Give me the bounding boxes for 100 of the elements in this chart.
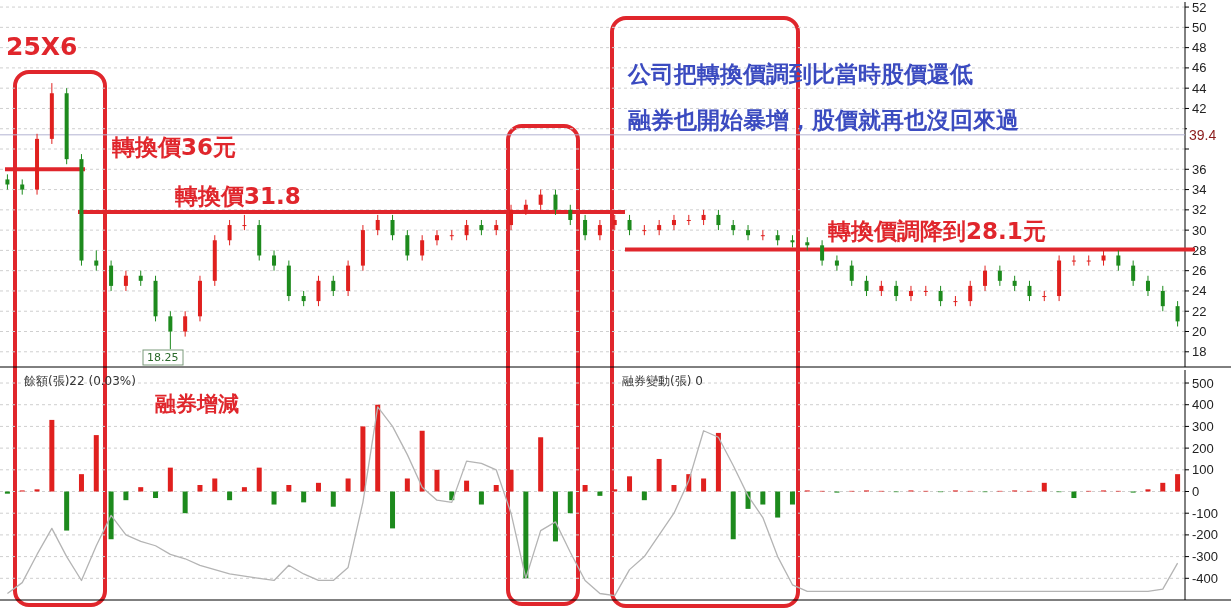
y-tick-label: 18: [1192, 344, 1207, 360]
candlestick: [420, 234, 425, 262]
bar: [523, 491, 529, 579]
bar: [123, 491, 129, 501]
candlestick: [390, 214, 395, 241]
y-tick-label: 34: [1192, 182, 1207, 198]
bar: [212, 478, 218, 492]
y-tick-label: 28: [1192, 242, 1207, 258]
bar: [286, 485, 292, 492]
candlestick: [1131, 260, 1136, 287]
candlestick: [997, 265, 1002, 287]
candlestick: [746, 224, 751, 241]
bar: [478, 491, 484, 505]
y-tick-label: -300: [1192, 549, 1219, 565]
bar: [582, 485, 588, 492]
candlestick: [671, 214, 676, 231]
bar: [464, 480, 470, 492]
annotation: 融券變動(張) 0: [622, 374, 703, 388]
bar: [641, 491, 647, 501]
ref-line-label: 轉換價36元: [111, 134, 237, 161]
candlestick: [183, 310, 188, 338]
y-tick-label: -100: [1192, 505, 1219, 521]
bar: [153, 491, 159, 499]
candlestick: [434, 229, 439, 246]
bar: [34, 489, 40, 492]
candlestick: [597, 219, 602, 241]
ref-line-label: 轉換價調降到28.1元: [827, 218, 1046, 245]
bar: [78, 474, 84, 492]
bar: [552, 491, 558, 542]
candlestick: [553, 189, 558, 216]
bar: [1160, 482, 1166, 492]
candlestick: [1027, 280, 1032, 302]
candlestick: [760, 229, 765, 241]
bar: [1145, 489, 1151, 492]
bar: [390, 491, 396, 529]
y-tick-label: 26: [1192, 263, 1207, 279]
bar: [64, 491, 70, 531]
candlestick: [568, 204, 573, 226]
candlestick: [331, 275, 336, 297]
bar: [760, 491, 766, 505]
y-tick-label: 50: [1192, 19, 1207, 35]
candlestick: [405, 229, 410, 262]
y-tick-label: 24: [1192, 283, 1207, 299]
bar: [671, 485, 677, 492]
bar: [789, 491, 795, 505]
bar: [93, 435, 99, 492]
y-tick-label: 30: [1192, 222, 1207, 238]
y-tick-label: 22: [1192, 303, 1207, 319]
y-tick-label: 400: [1192, 397, 1214, 413]
y-tick-label: 48: [1192, 40, 1207, 56]
bar: [271, 491, 277, 505]
y-tick-label: 100: [1192, 462, 1214, 478]
bar: [508, 469, 514, 492]
annotation: 融券也開始暴增，股價就再也沒回來過: [628, 107, 1019, 133]
bar: [1175, 474, 1181, 492]
bar: [182, 491, 188, 514]
candlestick: [849, 260, 854, 287]
bar: [1071, 491, 1077, 499]
candlestick: [316, 275, 321, 307]
ref-line-label: 轉換價31.8: [174, 182, 301, 209]
candlestick: [242, 214, 247, 231]
candlestick: [1145, 275, 1150, 297]
bar: [715, 432, 721, 492]
y-tick-label: 32: [1192, 202, 1207, 218]
bar: [567, 491, 573, 514]
candlestick: [968, 280, 973, 307]
y-tick-label: 36: [1192, 161, 1207, 177]
candlestick: [464, 219, 469, 241]
y-tick-label: 42: [1192, 100, 1207, 116]
y-tick-label: 44: [1192, 80, 1207, 96]
candlestick: [686, 214, 691, 226]
candlestick: [923, 285, 928, 297]
candlestick: [538, 189, 543, 211]
annotation: 融券增減: [155, 392, 239, 416]
candlestick: [123, 270, 128, 292]
bar: [1041, 482, 1047, 492]
bar: [730, 491, 736, 540]
candlestick: [1086, 254, 1091, 267]
bar: [241, 487, 247, 492]
bar: [301, 491, 307, 503]
bar: [360, 426, 366, 492]
annotation: 25X6: [6, 32, 78, 61]
y-tick-label: -400: [1192, 570, 1219, 586]
bar: [701, 478, 707, 492]
y-tick-label: 500: [1192, 375, 1214, 391]
bar: [330, 491, 336, 507]
bar: [493, 485, 499, 492]
y-tick-label: 52: [1192, 0, 1207, 15]
bar: [256, 467, 262, 492]
y-tick-label: 20: [1192, 324, 1207, 340]
bar: [627, 476, 633, 492]
y-tick-label: 46: [1192, 60, 1207, 76]
candlestick: [1175, 300, 1180, 327]
y-tick-label: 0: [1192, 484, 1200, 500]
bar: [138, 487, 144, 492]
bar: [167, 467, 173, 492]
candlestick: [94, 249, 99, 272]
bar: [227, 491, 233, 501]
bar: [597, 491, 603, 496]
candlestick: [227, 219, 232, 246]
